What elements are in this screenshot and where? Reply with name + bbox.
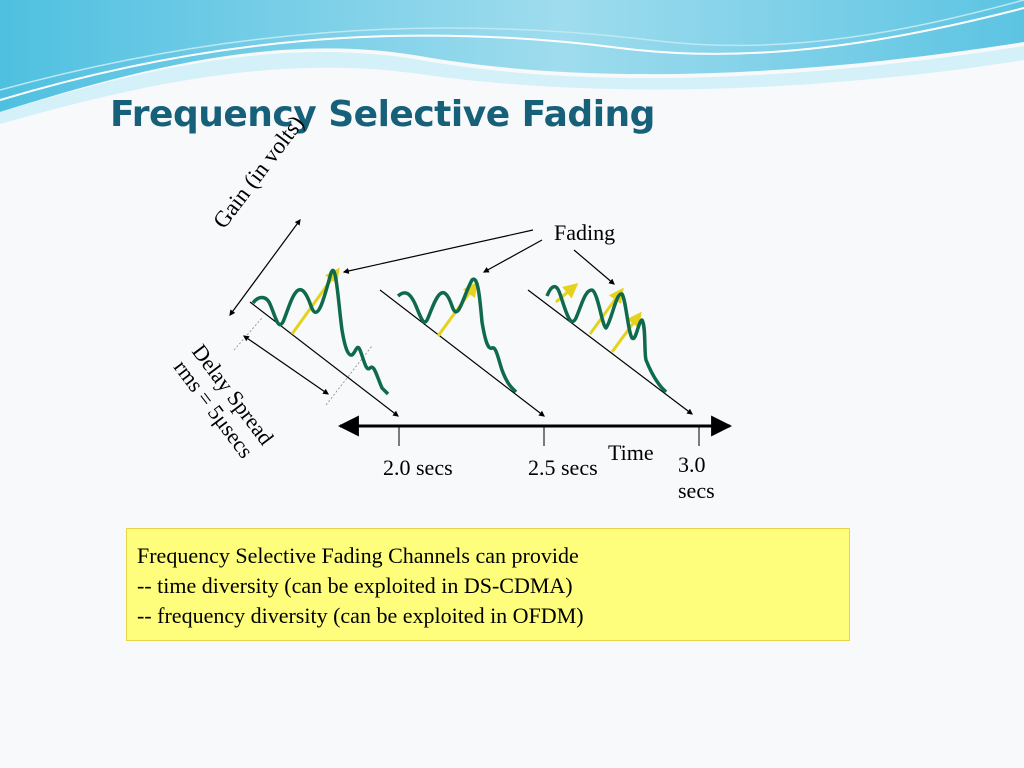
time-tick-label: 2.0 secs	[383, 455, 453, 480]
gain-axis-arrow	[229, 219, 301, 316]
fading-label: Fading	[554, 220, 616, 245]
time-tick-label: 3.0 secs	[678, 452, 715, 503]
note-line: -- frequency diversity (can be exploited…	[137, 603, 584, 628]
time-tick-label: 2.5 secs	[528, 455, 598, 480]
waveform-3	[545, 284, 668, 394]
fading-pointer-2	[482, 239, 543, 273]
delay-spread-arrow	[243, 335, 329, 395]
fading-pointer-3	[573, 249, 615, 285]
note-box: Frequency Selective Fading Channels can …	[126, 528, 850, 641]
delay-spread-guide-left	[233, 317, 263, 351]
peak-arrow-1	[290, 267, 340, 335]
note-line: Frequency Selective Fading Channels can …	[137, 543, 579, 568]
fading-pointer-1	[342, 229, 534, 274]
time-axis-label: Time	[608, 440, 654, 465]
waveform-2	[396, 277, 518, 394]
peak-arrow-3a	[555, 283, 579, 304]
slide-title: Frequency Selective Fading	[110, 94, 655, 135]
delay-axis-1	[249, 301, 399, 417]
delay-axis-3	[527, 289, 693, 415]
delay-axis-2	[379, 289, 545, 417]
delay-spread-guide-right	[325, 345, 373, 406]
note-line: -- time diversity (can be exploited in D…	[137, 573, 573, 598]
header-wave-decoration	[0, 0, 1024, 124]
waveform-1	[251, 268, 390, 396]
peak-arrow-3c	[610, 311, 642, 353]
